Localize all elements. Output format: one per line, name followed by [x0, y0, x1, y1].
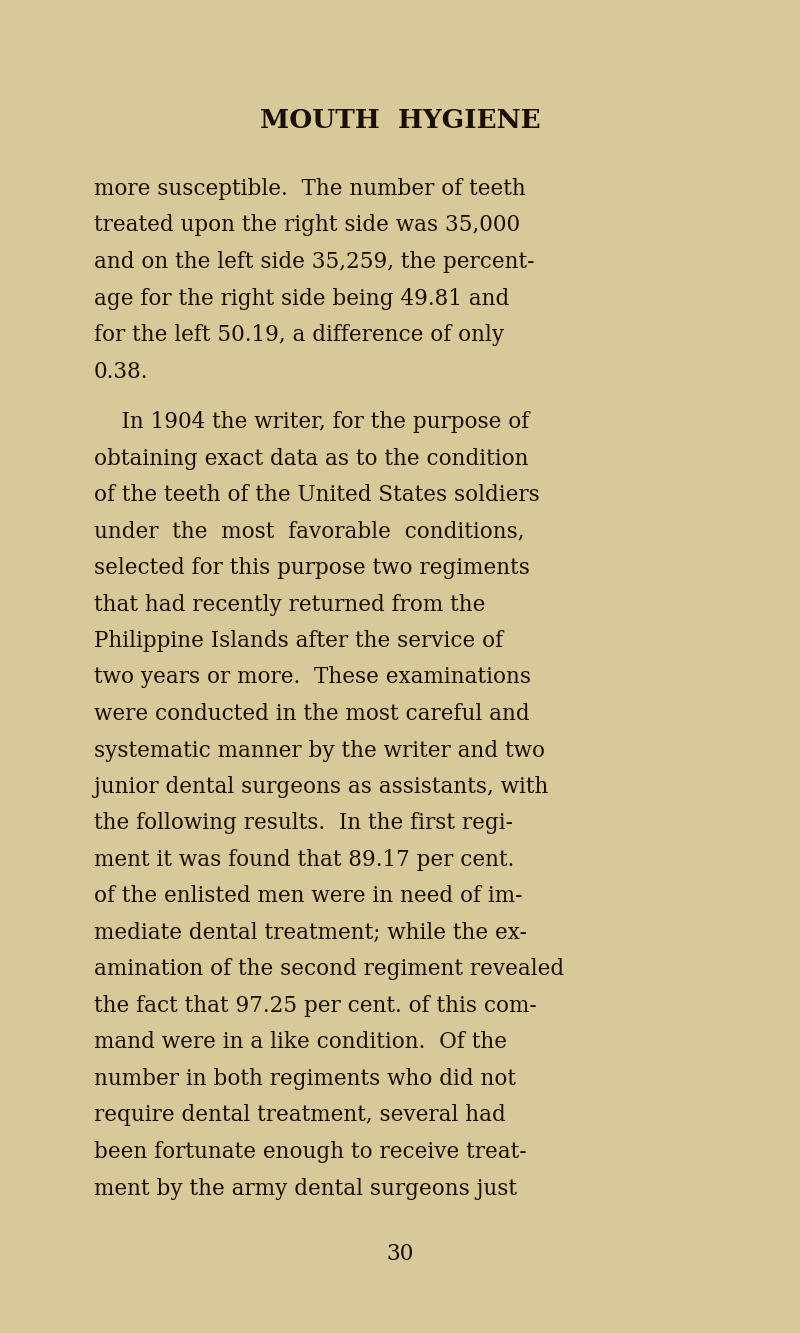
Text: under  the  most  favorable  conditions,: under the most favorable conditions,: [94, 520, 525, 543]
Text: mediate dental treatment; while the ex-: mediate dental treatment; while the ex-: [94, 922, 527, 944]
Text: been fortunate enough to receive treat-: been fortunate enough to receive treat-: [94, 1141, 526, 1162]
Text: MOUTH  HYGIENE: MOUTH HYGIENE: [260, 108, 540, 133]
Text: selected for this purpose two regiments: selected for this purpose two regiments: [94, 557, 530, 579]
Text: 0.38.: 0.38.: [94, 360, 149, 383]
Text: Philippine Islands after the service of: Philippine Islands after the service of: [94, 631, 503, 652]
Text: obtaining exact data as to the condition: obtaining exact data as to the condition: [94, 448, 529, 469]
Text: ment by the army dental surgeons just: ment by the army dental surgeons just: [94, 1177, 517, 1200]
Text: age for the right side being 49.81 and: age for the right side being 49.81 and: [94, 288, 510, 309]
Text: the fact that 97.25 per cent. of this com-: the fact that 97.25 per cent. of this co…: [94, 994, 537, 1017]
Text: junior dental surgeons as assistants, with: junior dental surgeons as assistants, wi…: [94, 776, 548, 798]
Text: more susceptible.  The number of teeth: more susceptible. The number of teeth: [94, 179, 526, 200]
Text: the following results.  In the first regi-: the following results. In the first regi…: [94, 813, 513, 834]
Text: two years or more.  These examinations: two years or more. These examinations: [94, 666, 531, 689]
Text: ment it was found that 89.17 per cent.: ment it was found that 89.17 per cent.: [94, 849, 514, 870]
Text: that had recently returned from the: that had recently returned from the: [94, 593, 486, 616]
Text: mand were in a like condition.  Of the: mand were in a like condition. Of the: [94, 1032, 507, 1053]
Text: require dental treatment, several had: require dental treatment, several had: [94, 1105, 506, 1126]
Text: for the left 50.19, a difference of only: for the left 50.19, a difference of only: [94, 324, 504, 347]
Text: and on the left side 35,259, the percent-: and on the left side 35,259, the percent…: [94, 251, 534, 273]
Text: treated upon the right side was 35,000: treated upon the right side was 35,000: [94, 215, 520, 236]
Text: 30: 30: [386, 1242, 414, 1265]
Text: of the enlisted men were in need of im-: of the enlisted men were in need of im-: [94, 885, 522, 908]
Text: were conducted in the most careful and: were conducted in the most careful and: [94, 702, 530, 725]
Text: systematic manner by the writer and two: systematic manner by the writer and two: [94, 740, 545, 761]
Text: amination of the second regiment revealed: amination of the second regiment reveale…: [94, 958, 564, 981]
Text: of the teeth of the United States soldiers: of the teeth of the United States soldie…: [94, 484, 540, 507]
Text: number in both regiments who did not: number in both regiments who did not: [94, 1068, 516, 1090]
Text: In 1904 the writer, for the purpose of: In 1904 the writer, for the purpose of: [94, 411, 530, 433]
